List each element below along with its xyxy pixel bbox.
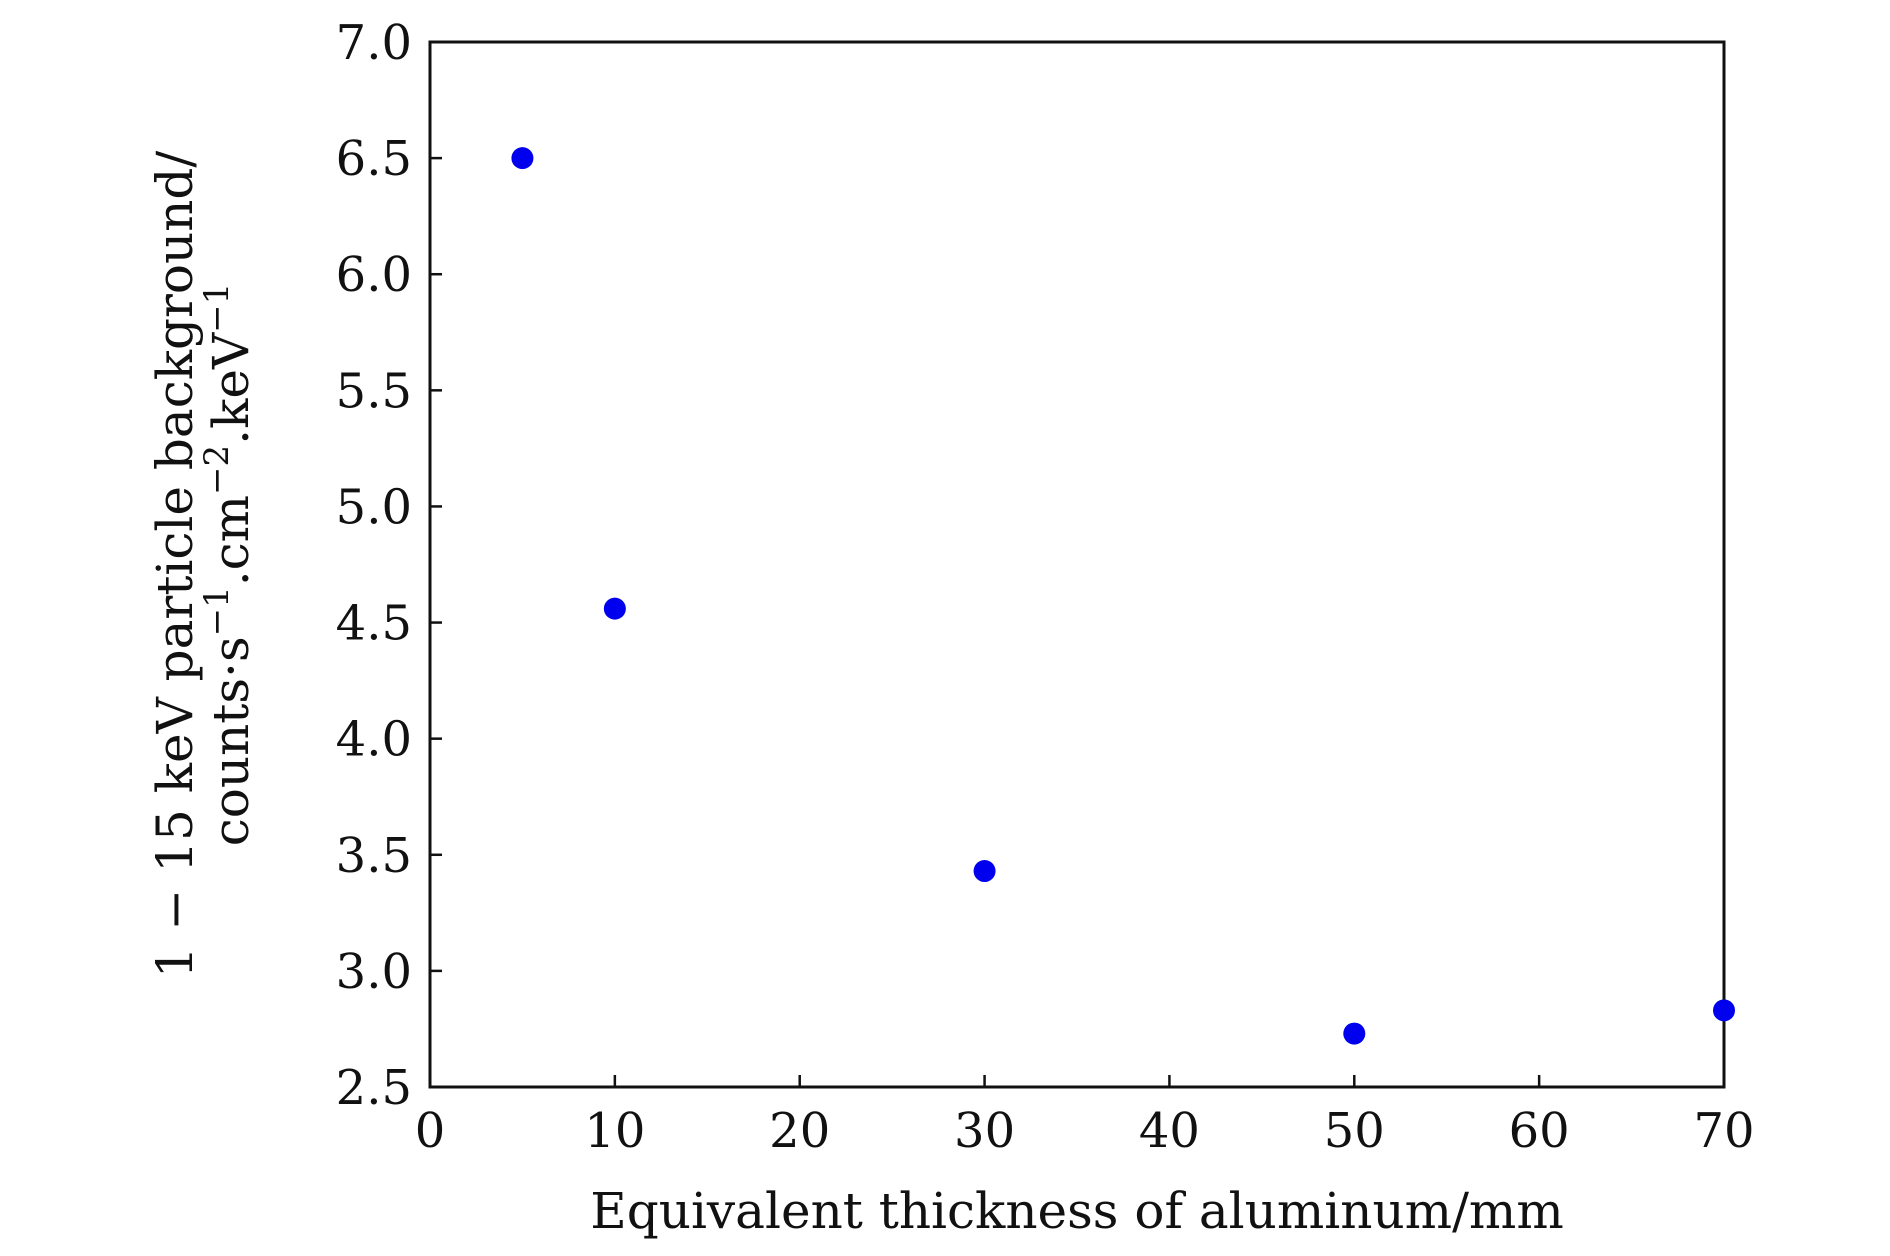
y-label-units-mid2: .keV [202,332,260,445]
data-point [1343,1022,1366,1045]
x-tick-label: 60 [1509,1103,1570,1159]
points-layer [511,147,1735,1045]
y-label-units-base: counts·s [202,636,260,846]
y-tick-label: 3.5 [336,828,412,884]
plot-frame-layer [428,40,1726,1089]
y-tick-label: 5.0 [336,479,412,535]
y-axis-label-line2: counts·s−1.cm−2.keV−1 [197,283,260,846]
y-label-units-exp1: −1 [197,586,237,636]
y-tick-label: 2.5 [336,1060,412,1116]
x-tick-label: 50 [1324,1103,1385,1159]
x-axis-label: Equivalent thickness of aluminum/mm [590,1182,1564,1240]
data-point [973,860,996,883]
y-tick-label: 4.5 [336,596,412,652]
y-tick-label: 6.0 [336,247,412,303]
x-tick-label: 40 [1139,1103,1200,1159]
data-point [603,597,626,620]
y-tick-label: 3.0 [336,944,412,1000]
y-tick-label: 7.0 [336,15,412,71]
y-tick-label: 5.5 [336,363,412,419]
x-tick-label: 20 [769,1103,830,1159]
y-label-units-exp3: −1 [197,283,237,333]
y-tick-label: 4.0 [336,712,412,768]
x-tick-label: 0 [415,1103,446,1159]
data-point [511,147,534,170]
data-point [1713,999,1735,1022]
y-tick-label: 6.5 [336,131,412,187]
y-label-units-exp2: −2 [197,445,237,495]
x-tick-label: 10 [584,1103,645,1159]
y-axis-label-line1: 1 − 15 keV particle background/ [146,151,204,979]
x-tick-label: 70 [1693,1103,1754,1159]
ticks-layer: 0 10 20 30 40 50 60 70 2.5 3.0 3.5 4.0 4.5 5.0 5.5 6.0 6… [336,15,1755,1159]
plot-frame [428,40,1726,1089]
y-label-units-mid1: .cm [202,495,260,586]
y-axis-label: 1 − 15 keV particle background/ counts·s… [146,151,260,979]
x-tick-label: 30 [954,1103,1015,1159]
